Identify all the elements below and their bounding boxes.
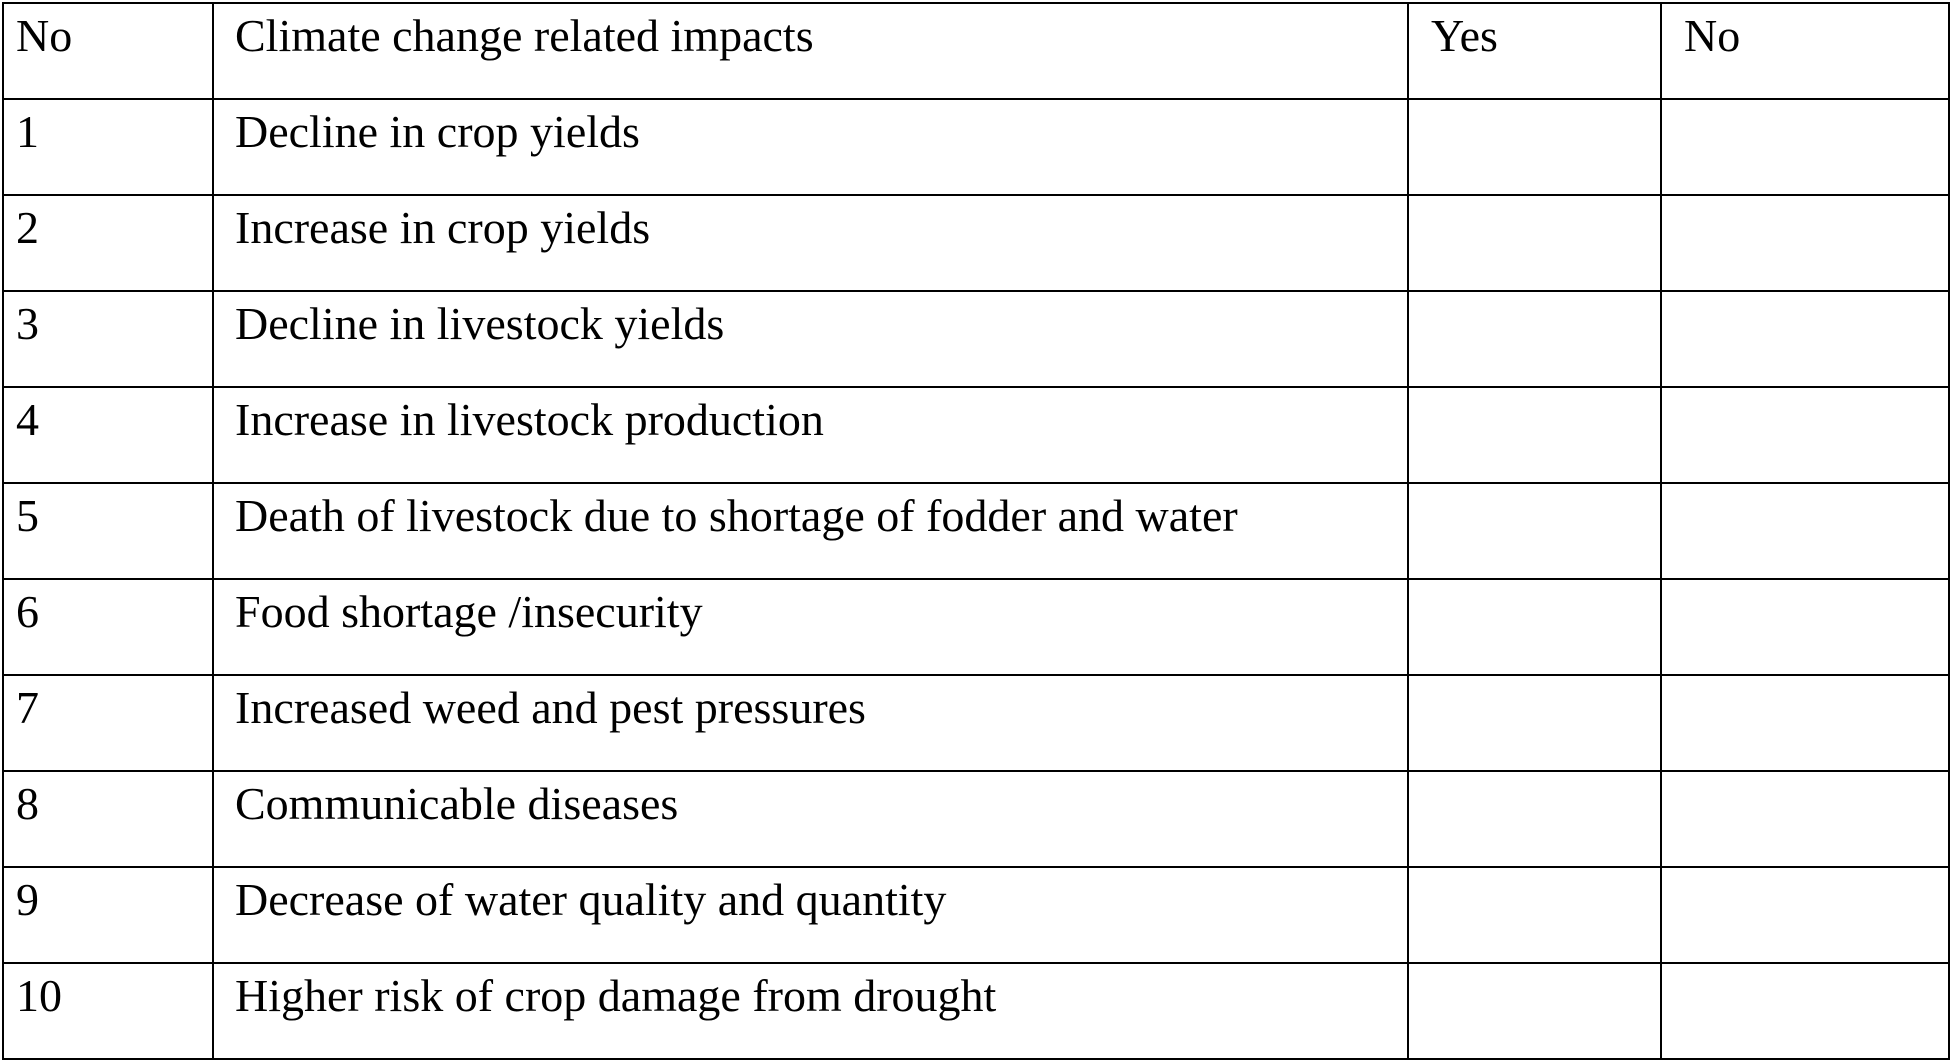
table-row: 9 Decrease of water quality and quantity	[2, 866, 1950, 964]
row-number: 1	[2, 98, 214, 196]
row-number: 2	[2, 194, 214, 292]
header-no: No	[2, 2, 214, 100]
impact-label: Increase in crop yields	[212, 194, 1409, 292]
yes-cell[interactable]	[1407, 770, 1662, 868]
no-cell[interactable]	[1660, 962, 1950, 1060]
yes-cell[interactable]	[1407, 482, 1662, 580]
row-number: 3	[2, 290, 214, 388]
yes-cell[interactable]	[1407, 98, 1662, 196]
yes-cell[interactable]	[1407, 290, 1662, 388]
header-yes: Yes	[1407, 2, 1662, 100]
header-impact: Climate change related impacts	[212, 2, 1409, 100]
header-row: No Climate change related impacts Yes No	[2, 2, 1950, 100]
row-number: 6	[2, 578, 214, 676]
yes-cell[interactable]	[1407, 578, 1662, 676]
no-cell[interactable]	[1660, 386, 1950, 484]
impact-label: Increased weed and pest pressures	[212, 674, 1409, 772]
yes-cell[interactable]	[1407, 194, 1662, 292]
impact-label: Death of livestock due to shortage of fo…	[212, 482, 1409, 580]
table-body: 1 Decline in crop yields 2 Increase in c…	[2, 98, 1950, 1060]
yes-cell[interactable]	[1407, 674, 1662, 772]
impact-label: Food shortage /insecurity	[212, 578, 1409, 676]
row-number: 8	[2, 770, 214, 868]
impact-label: Communicable diseases	[212, 770, 1409, 868]
impact-label: Increase in livestock production	[212, 386, 1409, 484]
table-row: 3 Decline in livestock yields	[2, 290, 1950, 388]
yes-cell[interactable]	[1407, 962, 1662, 1060]
table-row: 7 Increased weed and pest pressures	[2, 674, 1950, 772]
impact-label: Decline in crop yields	[212, 98, 1409, 196]
header-no-answer: No	[1660, 2, 1950, 100]
yes-cell[interactable]	[1407, 866, 1662, 964]
table-row: 10 Higher risk of crop damage from droug…	[2, 962, 1950, 1060]
no-cell[interactable]	[1660, 770, 1950, 868]
table-row: 5 Death of livestock due to shortage of …	[2, 482, 1950, 580]
no-cell[interactable]	[1660, 98, 1950, 196]
no-cell[interactable]	[1660, 194, 1950, 292]
row-number: 4	[2, 386, 214, 484]
table-row: 1 Decline in crop yields	[2, 98, 1950, 196]
no-cell[interactable]	[1660, 482, 1950, 580]
table-row: 6 Food shortage /insecurity	[2, 578, 1950, 676]
row-number: 10	[2, 962, 214, 1060]
table-row: 8 Communicable diseases	[2, 770, 1950, 868]
no-cell[interactable]	[1660, 290, 1950, 388]
no-cell[interactable]	[1660, 578, 1950, 676]
no-cell[interactable]	[1660, 674, 1950, 772]
impact-label: Decline in livestock yields	[212, 290, 1409, 388]
no-cell[interactable]	[1660, 866, 1950, 964]
row-number: 7	[2, 674, 214, 772]
yes-cell[interactable]	[1407, 386, 1662, 484]
row-number: 9	[2, 866, 214, 964]
row-number: 5	[2, 482, 214, 580]
table-row: 2 Increase in crop yields	[2, 194, 1950, 292]
table-row: 4 Increase in livestock production	[2, 386, 1950, 484]
impact-label: Decrease of water quality and quantity	[212, 866, 1409, 964]
impact-label: Higher risk of crop damage from drought	[212, 962, 1409, 1060]
